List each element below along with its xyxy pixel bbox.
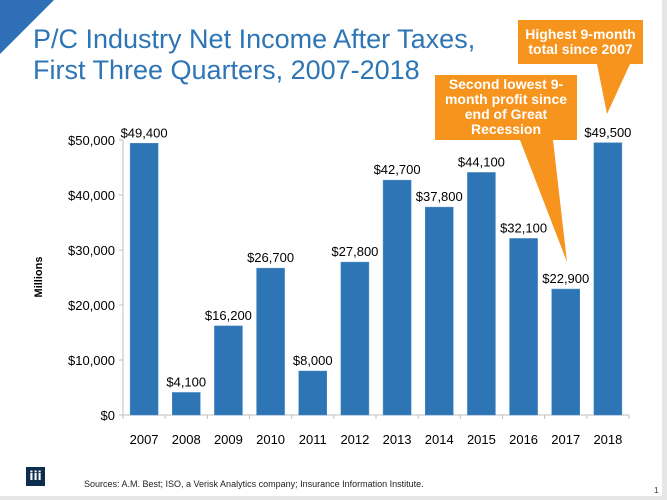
bar-2011 [298,370,327,416]
bar-2008 [172,392,201,416]
data-label-2011: $8,000 [293,353,333,368]
y-tick-label: $20,000 [68,298,115,313]
bar-2014 [425,206,454,416]
x-tick-label: 2008 [172,432,201,447]
bar-chart: $0 $10,000 $20,000 $30,000 $40,000 $50,000 Mil… [33,20,643,447]
bar-2013 [382,179,412,416]
bar-2010 [256,267,285,416]
data-label-2013: $42,700 [374,162,421,177]
x-tick-label: 2018 [593,432,622,447]
bar-2018 [593,142,623,416]
bar-2016 [509,238,538,416]
bar-2015 [467,172,496,416]
data-label-2008: $4,100 [166,374,206,389]
y-tick-label: $0 [101,408,115,423]
x-tick-label: 2007 [130,432,159,447]
callout-2017-shape [435,75,577,262]
bar-2017 [551,288,580,416]
y-axis-title: Millions [33,257,45,298]
x-tick-label: 2017 [551,432,580,447]
callout-2018: Highest 9-month total since 2007 [525,26,636,57]
callout-2017: Second lowest 9- month profit since end … [444,76,568,137]
source-note: Sources: A.M. Best; ISO, a Verisk Analyt… [84,479,424,489]
x-tick-label: 2011 [299,432,327,447]
slide-title: P/C Industry Net Income After Taxes, Fir… [33,24,476,85]
data-label-2018: $49,500 [584,125,631,140]
x-tick-label: 2016 [509,432,538,447]
x-tick-label: 2013 [383,432,412,447]
data-label-2016: $32,100 [500,220,547,235]
x-tick-label: 2015 [467,432,496,447]
data-label-2009: $16,200 [205,308,252,323]
slide-border-right [662,0,667,500]
data-label-2014: $37,800 [416,189,463,204]
y-tick-label: $50,000 [68,133,115,148]
x-tick-label: 2009 [214,432,243,447]
data-label-2015: $44,100 [458,154,505,169]
x-tick-label: 2010 [256,432,285,447]
data-label-2007: $49,400 [121,125,168,140]
x-tick-label: 2012 [340,432,369,447]
data-label-2017: $22,900 [542,271,589,286]
x-tick-label: 2014 [425,432,454,447]
bar-2007 [129,143,159,416]
bar-2009 [214,325,243,416]
slide-border-bottom [0,496,667,500]
data-label-2010: $26,700 [247,250,294,265]
bar-2012 [340,261,370,416]
y-tick-label: $40,000 [68,188,115,203]
data-label-2012: $27,800 [331,244,378,259]
corner-accent [0,0,54,54]
page-number: 1 [654,486,659,495]
iii-logo: iii [26,467,45,486]
callout-2018-shape [518,20,643,114]
y-tick-label: $30,000 [68,243,115,258]
y-tick-label: $10,000 [68,353,115,368]
